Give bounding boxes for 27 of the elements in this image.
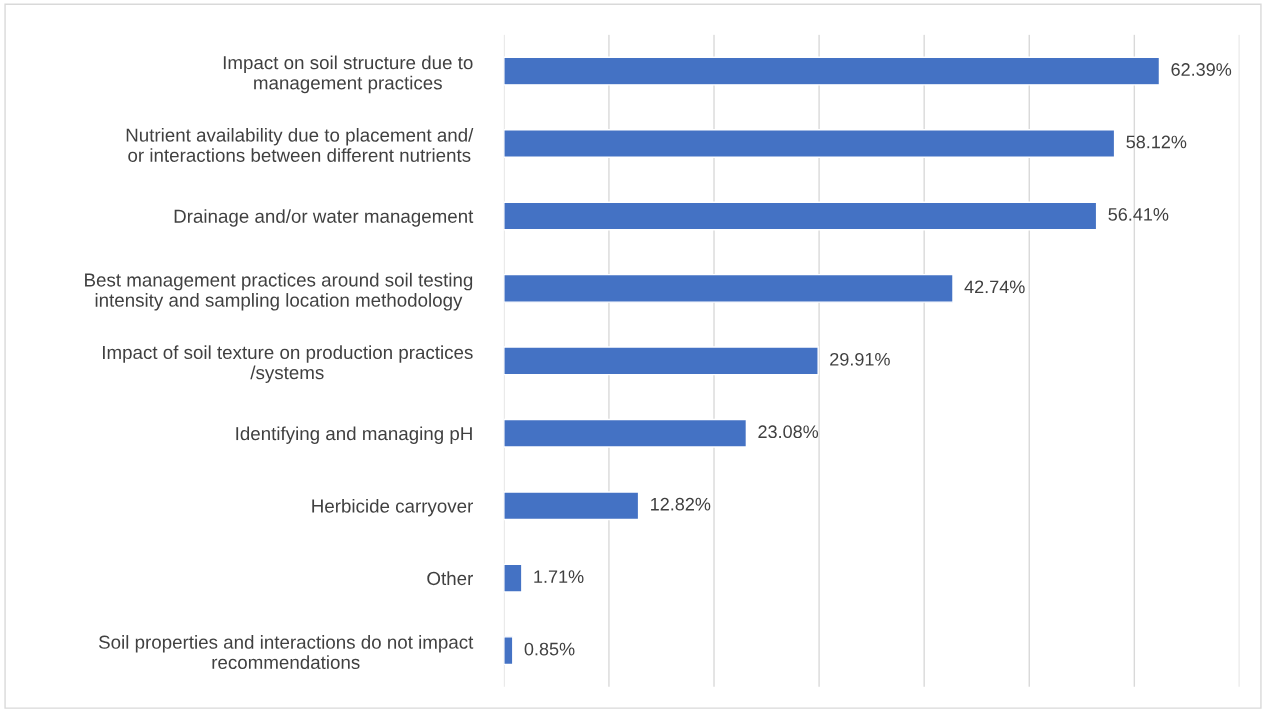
- bar: [503, 56, 1161, 86]
- bar: [503, 491, 640, 521]
- y-tick-label: Impact on soil structure due to management practices: [223, 55, 473, 94]
- y-tick-label: Other: [427, 571, 473, 586]
- y-tick-label: Nutrient availability due to placement and/ or interactions between different nutrients: [126, 127, 474, 162]
- bar: [503, 563, 523, 593]
- data-label: 23.08%: [758, 425, 819, 439]
- data-label: 12.82%: [651, 497, 711, 511]
- data-label: 29.91%: [830, 352, 890, 366]
- bar: [503, 201, 1098, 231]
- y-tick-label: Best management practices around soil testing intensity and sampling location methodology: [85, 272, 473, 311]
- bar: [503, 346, 819, 376]
- bar: [503, 418, 748, 448]
- data-label: 0.85%: [524, 642, 575, 656]
- y-tick-label: Drainage and/or water management: [174, 209, 474, 227]
- data-label: 62.39%: [1171, 63, 1232, 76]
- bar: [503, 273, 954, 303]
- bar: [503, 129, 1116, 158]
- y-tick-label: Soil properties and interactions do not impact recommendations: [98, 635, 474, 670]
- data-label: 56.41%: [1108, 208, 1169, 221]
- data-label: 1.71%: [534, 570, 584, 583]
- data-label: 42.74%: [964, 280, 1025, 294]
- y-tick-label: Identifying and managing pH: [236, 426, 472, 444]
- bar: [503, 636, 514, 666]
- data-label: 58.12%: [1126, 135, 1187, 149]
- y-tick-label: Herbicide carryover: [312, 498, 474, 517]
- y-tick-label: Impact of soil texture on production practices /systems: [103, 345, 473, 383]
